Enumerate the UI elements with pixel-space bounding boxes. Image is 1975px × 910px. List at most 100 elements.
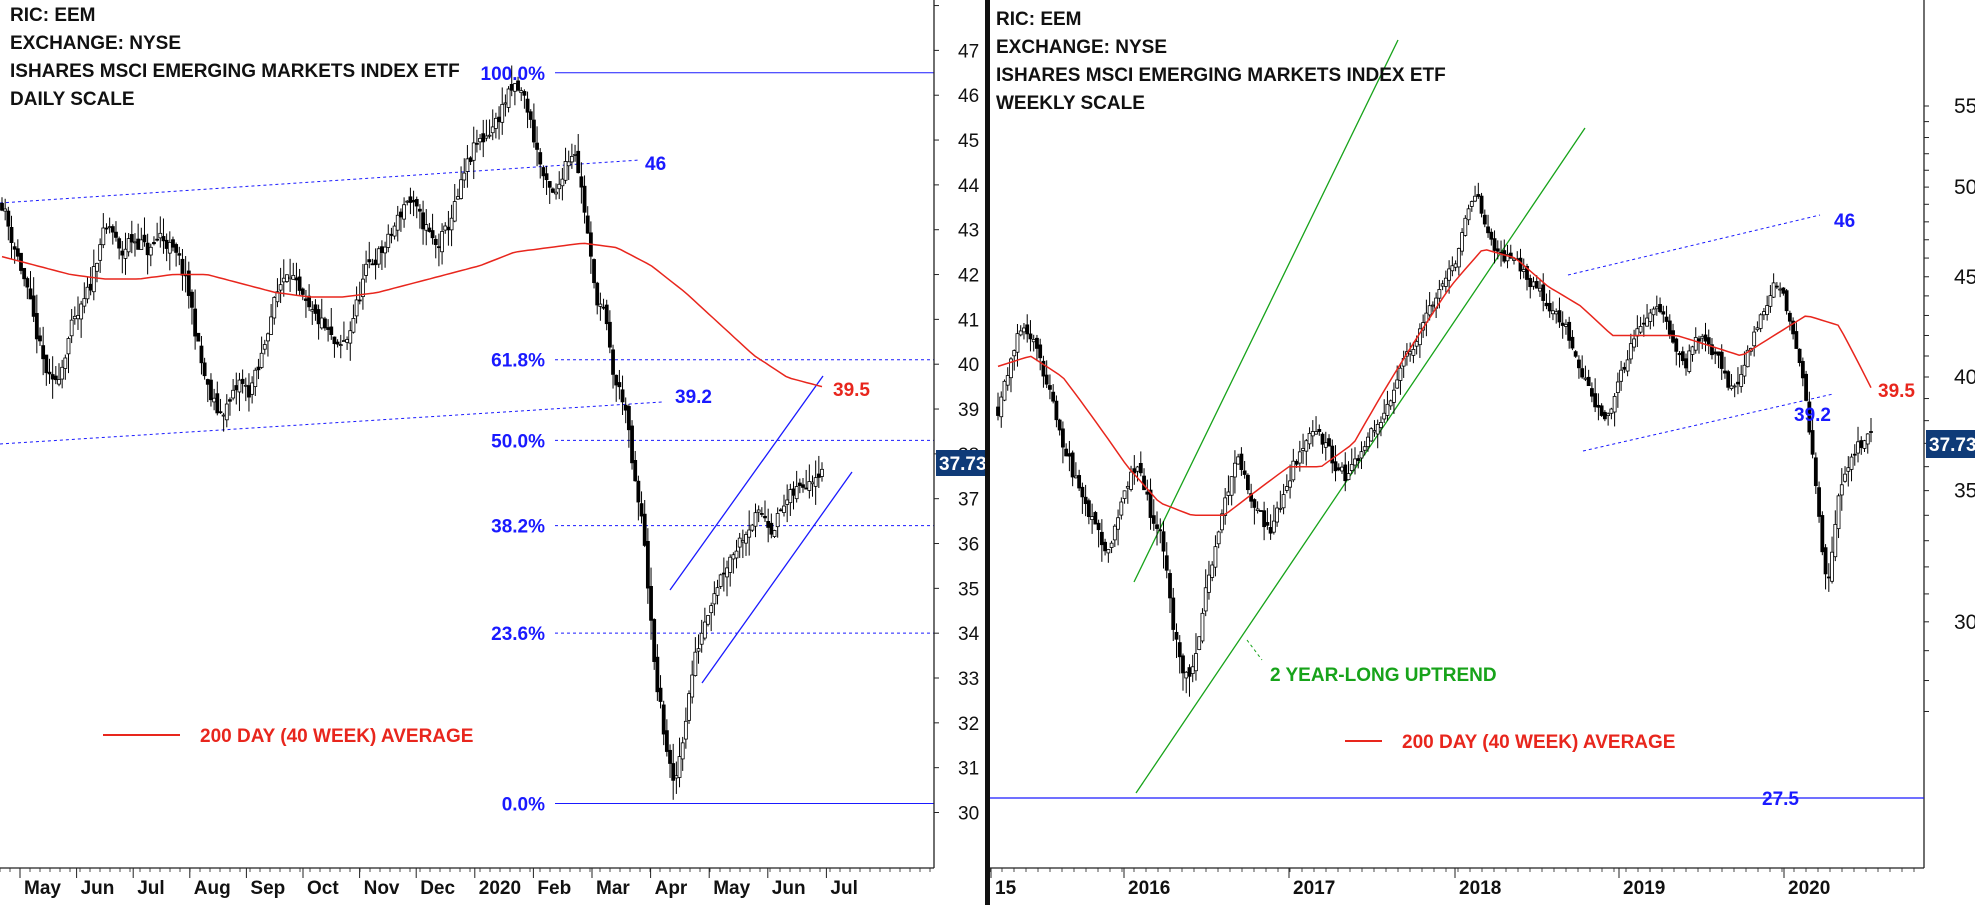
price-candle <box>275 291 280 303</box>
x-tick-label: Nov <box>364 878 400 899</box>
price-candle <box>1443 277 1448 287</box>
price-candle <box>1171 597 1176 630</box>
rebound-channel-upper <box>669 375 824 591</box>
price-candle <box>554 191 558 195</box>
price-candle <box>1716 351 1721 356</box>
price-candle <box>456 196 460 200</box>
price-candle <box>592 259 596 284</box>
price-candle <box>221 414 226 417</box>
price-candle <box>395 214 400 231</box>
price-candle <box>1395 379 1400 389</box>
x-tick-label: Jun <box>81 878 115 899</box>
price-candle <box>1564 324 1568 327</box>
scale-label: DAILY SCALE <box>10 89 135 110</box>
price-candle <box>626 406 631 431</box>
price-candle <box>259 352 264 368</box>
price-candle <box>278 284 283 291</box>
price-candle <box>164 239 169 249</box>
price-candle <box>475 142 479 145</box>
price-candle <box>1288 480 1292 488</box>
price-candle <box>1080 486 1085 498</box>
price-candle <box>1145 491 1150 495</box>
price-candle <box>269 316 274 335</box>
price-candle <box>0 202 4 211</box>
price-candle <box>1265 522 1270 526</box>
fibonacci-level-label: 23.6% <box>491 624 545 645</box>
price-candle <box>794 486 799 500</box>
price-candle <box>1736 381 1740 385</box>
price-candle <box>446 226 451 231</box>
y-tick-label: 45 <box>1954 266 1975 289</box>
price-candle <box>512 83 517 92</box>
price-candle <box>731 554 736 560</box>
price-candle <box>1762 311 1766 316</box>
price-candle <box>152 242 156 245</box>
price-candle <box>126 238 131 253</box>
price-candle <box>1197 636 1202 651</box>
x-tick-label: Mar <box>596 878 630 899</box>
price-candle <box>53 375 58 381</box>
price-candle <box>256 366 261 371</box>
y-tick-label: 43 <box>958 221 979 242</box>
daily-chart-panel: 100.0% 61.8% 50.0% 38.2% 23.6% 0.0% 30 31 32 33 34… <box>0 0 987 899</box>
price-candle <box>1155 524 1159 529</box>
price-candle <box>1583 377 1588 380</box>
price-candle <box>364 263 368 276</box>
price-candle <box>1346 473 1351 481</box>
price-candle <box>285 274 289 282</box>
price-candle <box>1797 348 1802 363</box>
price-candle <box>785 499 790 505</box>
y-tick-label: 37 <box>958 490 979 511</box>
price-candle <box>129 234 134 243</box>
price-candle <box>1362 446 1367 451</box>
price-candle <box>1560 322 1565 326</box>
price-candle <box>1148 489 1153 518</box>
price-candle <box>389 233 394 236</box>
price-candle <box>383 246 387 254</box>
price-candle <box>1216 531 1221 545</box>
price-candle <box>1048 385 1052 390</box>
price-candle <box>1064 448 1069 457</box>
price-candle <box>493 117 498 129</box>
price-candle <box>1349 464 1354 471</box>
price-candle <box>63 357 68 369</box>
price-candle <box>1463 217 1468 236</box>
price-candle <box>1375 423 1380 435</box>
price-candle <box>1070 452 1075 478</box>
price-candle <box>190 291 194 308</box>
price-candle <box>1758 314 1763 329</box>
price-candle <box>1093 512 1098 525</box>
price-candle <box>1184 671 1189 679</box>
price-candle <box>1242 470 1247 475</box>
fibonacci-level-label: 61.8% <box>491 351 545 372</box>
y-tick-label: 40 <box>958 355 979 376</box>
price-candle <box>1262 510 1267 528</box>
price-candle <box>370 263 375 266</box>
price-candle <box>332 336 337 345</box>
price-candle <box>82 298 87 307</box>
price-candle <box>1684 358 1688 369</box>
price-candle <box>294 277 299 281</box>
price-candle <box>361 278 365 297</box>
x-tick-label: Sep <box>250 878 285 899</box>
price-candle <box>1408 351 1413 355</box>
price-candle <box>1031 339 1036 343</box>
last-price-label: 37.73 <box>939 454 987 475</box>
price-candle <box>642 513 647 546</box>
price-candle <box>687 693 691 721</box>
y-tick-label: 44 <box>958 176 980 197</box>
price-candle <box>1787 312 1792 322</box>
price-candle <box>598 303 603 307</box>
price-candle <box>506 88 511 108</box>
price-candle <box>1817 487 1821 517</box>
price-candle <box>1489 231 1494 240</box>
price-candle <box>161 236 166 242</box>
price-candle <box>430 230 435 239</box>
weekly-chart-panel: 30 35 40 45 50 55 15 2016 2017 2018 2019 2020 46 39.2… <box>989 0 1975 899</box>
price-candle <box>1612 396 1617 413</box>
price-candle <box>414 199 419 207</box>
price-candle <box>449 217 454 231</box>
price-candle <box>1784 290 1789 312</box>
price-candle <box>6 210 11 227</box>
price-candle <box>1580 368 1585 378</box>
